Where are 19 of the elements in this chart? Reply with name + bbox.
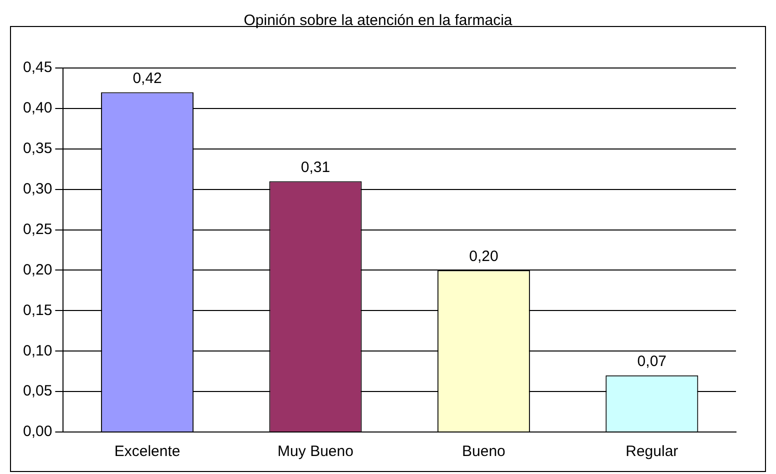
y-tick-label: 0,25 xyxy=(22,220,52,238)
y-tick-label: 0,40 xyxy=(22,100,52,117)
y-tick-label: 0,10 xyxy=(22,342,52,360)
data-label: 0,07 xyxy=(637,353,666,370)
y-tick-label: 0,20 xyxy=(22,261,52,278)
x-tick-label: Regular xyxy=(626,443,678,460)
y-tick-label: 0,30 xyxy=(22,180,52,198)
y-tick-label: 0,45 xyxy=(22,59,52,76)
chart-title: Opinión sobre la atención en la farmacia xyxy=(244,12,513,30)
data-label: 0,31 xyxy=(300,158,330,176)
x-tick-label: Bueno xyxy=(462,443,506,460)
y-tick-label: 0,00 xyxy=(22,423,52,440)
y-tick-label: 0,15 xyxy=(22,302,52,319)
y-tick-label: 0,05 xyxy=(22,382,52,400)
data-label: 0,42 xyxy=(132,70,162,87)
x-tick-label: Muy Bueno xyxy=(278,443,354,460)
data-label: 0,20 xyxy=(469,248,498,265)
y-tick-label: 0,35 xyxy=(22,140,52,158)
x-tick-label: Excelente xyxy=(114,443,180,460)
